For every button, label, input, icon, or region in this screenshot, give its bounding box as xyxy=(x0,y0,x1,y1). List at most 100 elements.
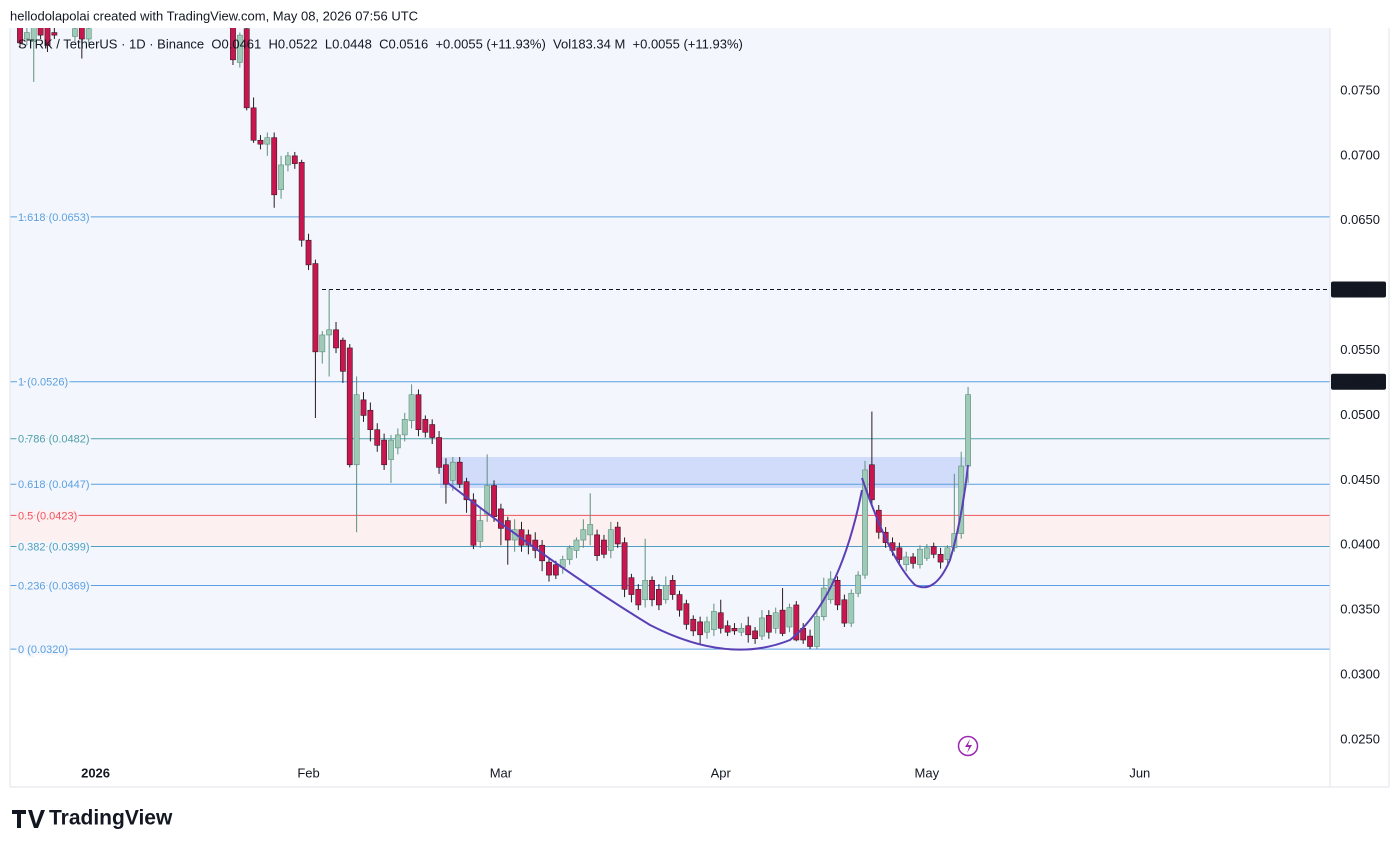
candle-body xyxy=(422,419,429,433)
candle-body xyxy=(649,579,655,601)
candle-body xyxy=(374,429,381,446)
candle-body xyxy=(903,556,910,566)
candle-body xyxy=(765,615,772,633)
y-tick-label: 0.0450 xyxy=(1340,472,1380,487)
price-marker-label: 0.0526 xyxy=(1340,374,1380,389)
candle-body xyxy=(731,628,738,632)
candle-body xyxy=(807,635,813,647)
candle-body xyxy=(690,618,697,632)
candle-body xyxy=(463,481,470,501)
candle-body xyxy=(552,564,559,576)
candle-body xyxy=(814,616,820,647)
candle-body xyxy=(917,548,923,566)
candle-body xyxy=(779,609,786,634)
candle-body xyxy=(841,599,848,624)
candle-body xyxy=(848,592,855,624)
plot-area: 1.618 (0.0653) 1 (0.0526) 0.786 (0.0482) 0.… xyxy=(10,28,1330,658)
y-tick-label: 0.0250 xyxy=(1340,731,1380,746)
candle-body xyxy=(443,464,449,485)
candle-body xyxy=(546,561,552,576)
candle-body xyxy=(965,394,971,467)
candle-body xyxy=(759,617,765,637)
fib-label: 1 (0.0526) xyxy=(18,377,68,389)
candle-body xyxy=(401,419,408,436)
y-tick-label: 0.0650 xyxy=(1340,212,1380,227)
candle-body xyxy=(230,28,236,61)
candle-body xyxy=(236,34,243,63)
candle-body xyxy=(580,529,587,541)
fib-band xyxy=(10,515,1330,547)
y-tick-label: 0.0700 xyxy=(1340,147,1380,162)
y-tick-label: 0.0350 xyxy=(1340,602,1380,617)
candle-body xyxy=(566,547,573,560)
candle-body xyxy=(285,155,291,166)
candle-body xyxy=(23,32,30,40)
candle-body xyxy=(298,162,305,241)
price-marker-box xyxy=(1331,281,1386,298)
candle-body xyxy=(264,137,271,145)
x-tick-label: Apr xyxy=(711,765,732,780)
candle-body xyxy=(250,107,257,141)
pattern-curve xyxy=(447,482,863,651)
candle-body xyxy=(923,547,930,559)
fib-label: 0.382 (0.0399) xyxy=(18,541,90,553)
header: hellodolapolai created with TradingView.… xyxy=(10,8,418,23)
pattern-curve xyxy=(861,464,969,589)
candle-body xyxy=(628,577,635,595)
candle-body xyxy=(353,394,360,466)
candle-body xyxy=(72,28,78,37)
candle-body xyxy=(930,546,937,555)
zone-box xyxy=(440,457,967,488)
x-tick-label: 2026 xyxy=(81,765,110,780)
candle-body xyxy=(862,469,868,576)
candle-body xyxy=(745,625,752,636)
candle-body xyxy=(367,409,374,431)
candle-body xyxy=(855,574,862,594)
candle-body xyxy=(470,499,477,546)
candle-body xyxy=(710,611,717,630)
candle-body xyxy=(910,556,916,564)
brand-name: TradingView xyxy=(49,807,173,830)
y-tick-label: 0.0500 xyxy=(1340,407,1380,422)
candle-body xyxy=(697,621,704,636)
x-tick-label: May xyxy=(915,765,940,780)
candle-body xyxy=(44,28,51,46)
candle-body xyxy=(793,604,800,641)
candle-body xyxy=(621,542,628,590)
fib-label: 0.236 (0.0369) xyxy=(18,580,90,592)
candle-body xyxy=(388,439,394,460)
candle-body xyxy=(724,625,731,633)
candle-body xyxy=(683,603,690,625)
lightning-icon xyxy=(957,735,979,757)
candle-body xyxy=(614,526,621,545)
candle-body xyxy=(271,137,278,196)
candle-body xyxy=(333,329,339,349)
candle-body xyxy=(642,579,649,601)
fib-label: 0.786 (0.0482) xyxy=(18,434,90,446)
candle-body xyxy=(408,394,415,421)
fib-label: 1.618 (0.0653) xyxy=(18,212,90,224)
candle-body xyxy=(497,508,504,529)
candle-body xyxy=(51,32,58,36)
candle-body xyxy=(573,539,580,551)
candle-body xyxy=(381,439,388,466)
candle-body xyxy=(491,485,497,517)
candle-body xyxy=(456,461,463,485)
candle-body xyxy=(704,621,710,633)
candle-body xyxy=(676,594,683,611)
candle-body xyxy=(601,539,607,555)
candle-body xyxy=(85,28,92,40)
fib-label: 0.5 (0.0423) xyxy=(18,510,77,522)
candle-body xyxy=(587,524,594,536)
candle-body xyxy=(243,28,250,109)
price-marker-label: 0.0597 xyxy=(1340,282,1380,297)
candle-body xyxy=(944,547,951,560)
candle-body xyxy=(291,155,298,164)
candle-body xyxy=(525,534,532,546)
candle-body xyxy=(717,612,724,629)
candle-body xyxy=(669,579,676,595)
candle-body xyxy=(662,585,669,601)
price-marker-box xyxy=(1331,373,1386,390)
candle-body xyxy=(278,164,284,190)
candle-body xyxy=(786,607,793,628)
